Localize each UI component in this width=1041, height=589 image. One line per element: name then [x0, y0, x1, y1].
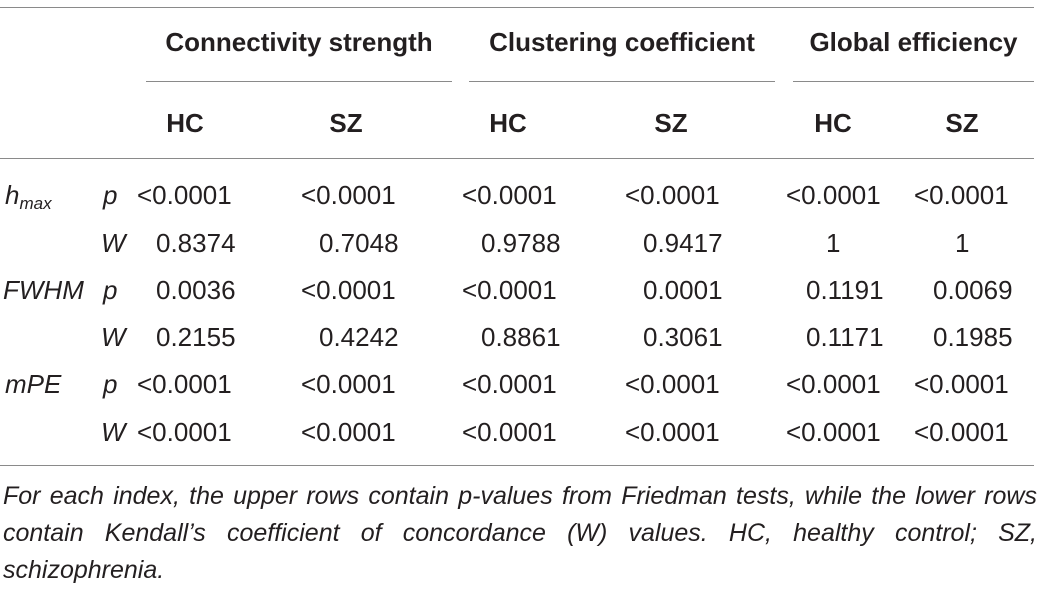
group-header-global-efficiency: Global efficiency [809, 27, 1018, 57]
row-metric-hmax: hmax [5, 180, 52, 213]
subheader-connectivity-sz: SZ [329, 108, 363, 138]
table-cell: <0.0001 [462, 275, 557, 305]
subheader-efficiency-sz: SZ [945, 108, 979, 138]
table-cell: 0.0036 [156, 275, 236, 305]
group-underline-efficiency [793, 81, 1034, 82]
subheader-clustering-sz: SZ [654, 108, 688, 138]
table-cell: 0.4242 [319, 322, 399, 352]
table-cell: <0.0001 [786, 180, 881, 210]
table-cell: 0.9788 [481, 228, 561, 258]
metric-label: h [5, 180, 20, 210]
table-cell: <0.0001 [301, 275, 396, 305]
table-cell: <0.0001 [914, 369, 1009, 399]
row-stat-label: W [101, 228, 126, 258]
table-cell: <0.0001 [462, 369, 557, 399]
table-cell: <0.0001 [462, 417, 557, 447]
row-metric-fwhm: FWHM [3, 275, 84, 305]
subheader-connectivity-hc: HC [166, 108, 204, 138]
table-cell: 0.1171 [806, 322, 884, 352]
table-footnote: For each index, the upper rows contain p… [3, 482, 1037, 584]
table-cell: 0.1191 [806, 275, 884, 305]
row-stat-label: p [103, 275, 118, 305]
table-cell: 0.8861 [481, 322, 561, 352]
table-cell: <0.0001 [137, 180, 232, 210]
table-cell: <0.0001 [462, 180, 557, 210]
row-stat-label: W [101, 322, 126, 352]
table-cell: <0.0001 [137, 369, 232, 399]
table-cell: 0.2155 [156, 322, 236, 352]
table-cell: 1 [826, 228, 841, 258]
metric-subscript: max [19, 194, 52, 213]
row-metric-mpe: mPE [5, 369, 62, 399]
table-cell: 0.8374 [156, 228, 236, 258]
table-cell: <0.0001 [301, 180, 396, 210]
table-cell: <0.0001 [625, 180, 720, 210]
group-underline-clustering [469, 81, 775, 82]
subheader-clustering-hc: HC [489, 108, 527, 138]
table-cell: <0.0001 [786, 417, 881, 447]
table-cell: <0.0001 [625, 369, 720, 399]
group-header-clustering-coefficient: Clustering coefficient [489, 27, 755, 57]
table-cell: 0.9417 [643, 228, 723, 258]
group-underline-connectivity [146, 81, 452, 82]
row-stat-label: p [103, 369, 118, 399]
header-rule [0, 158, 1034, 159]
table-cell: <0.0001 [914, 180, 1009, 210]
table-cell: <0.0001 [137, 417, 232, 447]
table-cell: 0.1985 [933, 322, 1013, 352]
row-stat-label: p [103, 180, 118, 210]
table-cell: <0.0001 [625, 417, 720, 447]
group-header-connectivity-strength: Connectivity strength [165, 27, 433, 57]
bottom-rule [0, 465, 1034, 466]
table-cell: 0.7048 [319, 228, 399, 258]
top-rule [0, 7, 1034, 8]
table-cell: 0.0001 [643, 275, 723, 305]
table-cell: <0.0001 [914, 417, 1009, 447]
table-cell: 0.3061 [643, 322, 723, 352]
table-cell: <0.0001 [301, 369, 396, 399]
row-stat-label: W [101, 417, 126, 447]
subheader-efficiency-hc: HC [814, 108, 852, 138]
table-cell: 1 [955, 228, 970, 258]
table-cell: <0.0001 [786, 369, 881, 399]
table-cell: <0.0001 [301, 417, 396, 447]
table-cell: 0.0069 [933, 275, 1013, 305]
